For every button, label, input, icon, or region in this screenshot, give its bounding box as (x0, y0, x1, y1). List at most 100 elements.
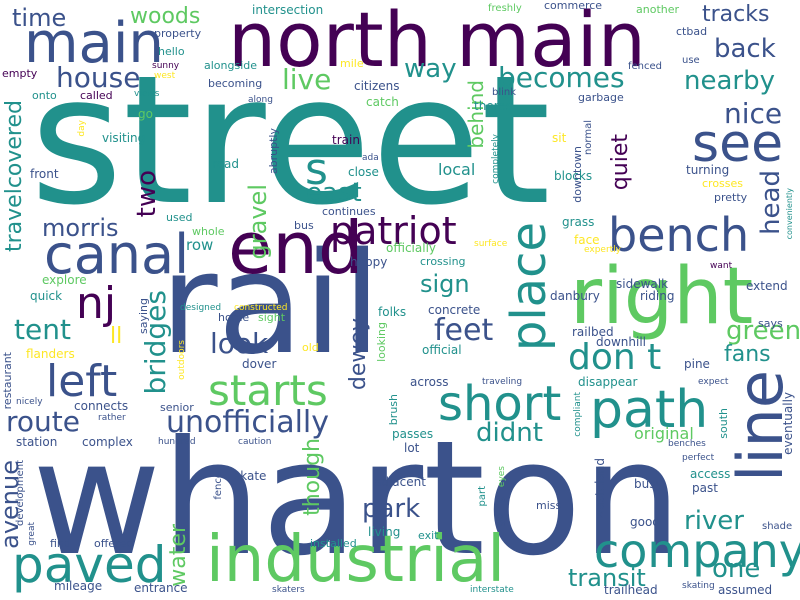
word-station: station (16, 435, 58, 449)
word-rail: rail (160, 223, 382, 386)
word-eyes: eyes (497, 466, 507, 488)
word-theres: theres (474, 99, 512, 113)
word-used: used (166, 211, 193, 224)
word-day: day (77, 120, 87, 137)
word-entrance: entrance (134, 581, 188, 595)
word-adjacent: adjacent (374, 475, 426, 489)
word-west: west (154, 71, 176, 81)
word-views: views (134, 89, 160, 99)
word-starts: starts (208, 366, 328, 415)
word-ll: ll (110, 324, 123, 349)
word-brush: brush (387, 394, 400, 426)
word-along: along (248, 95, 273, 105)
word-wasteland: wasteland (593, 458, 607, 520)
word-though: though (300, 438, 325, 516)
word-sunny: sunny (152, 61, 180, 71)
word-find: find (50, 537, 71, 550)
word-morris: morris (42, 214, 119, 242)
word-onto: onto (32, 89, 57, 102)
word-freshly: freshly (488, 3, 522, 14)
word-good: good (630, 515, 660, 529)
word-don-t: don t (568, 337, 662, 378)
word-street: street (30, 37, 551, 244)
word-empty: empty (2, 67, 38, 80)
word-path: path (590, 380, 709, 440)
word-development: development (15, 460, 26, 526)
word-want: want (710, 261, 733, 271)
word-mile: mile (340, 57, 364, 70)
word-busy: busy (634, 477, 663, 491)
word-nicely: nicely (16, 397, 43, 407)
word-quiet: quiet (608, 134, 633, 191)
word-paved: paved (12, 536, 167, 594)
word-live: live (282, 63, 332, 96)
word-river: river (684, 506, 744, 536)
word-railbed: railbed (572, 325, 614, 339)
word-perfect: perfect (682, 453, 715, 463)
word-eventually: eventually (781, 392, 795, 455)
word-becomes: becomes (498, 61, 625, 94)
word-catch: catch (366, 95, 399, 109)
word-nj: nj (76, 278, 117, 329)
word-blink: blink (492, 87, 517, 98)
word-officially: officially (386, 241, 436, 255)
word-compliant: compliant (573, 392, 583, 437)
word-north-main: north main (228, 0, 646, 84)
word-house: house (56, 61, 141, 94)
word-flanders: flanders (26, 347, 75, 361)
word-skaters: skaters (272, 585, 305, 595)
word-skate: skate (234, 469, 267, 483)
word-close: close (348, 165, 379, 179)
word-saying: saying (137, 298, 150, 334)
word-great: great (27, 522, 37, 546)
word-ctbad: ctbad (676, 25, 708, 38)
word-official: official (422, 343, 462, 357)
word-downhill: downhill (596, 335, 646, 349)
word-local: local (438, 160, 476, 179)
word-travelcovered: travelcovered (2, 100, 27, 252)
word-patriot: patriot (330, 209, 457, 253)
word-going: going (493, 496, 506, 527)
word-interstate: interstate (470, 585, 514, 595)
word-bench: bench (608, 208, 750, 262)
word-main: main (24, 11, 164, 76)
word-quick: quick (30, 289, 63, 303)
word-sight: sight (258, 311, 286, 324)
word-use: use (682, 55, 700, 66)
word-installed: installed (310, 537, 357, 550)
word-past: past (692, 481, 718, 495)
word-visiting: visiting (102, 131, 146, 145)
word-called: called (80, 89, 113, 102)
word-pine: pine (684, 357, 710, 371)
word-grass: grass (562, 215, 595, 229)
word-old: old (302, 341, 319, 354)
word-park: park (362, 494, 421, 524)
word-row: row (186, 236, 214, 254)
word-intersection: intersection (252, 3, 324, 17)
word-unofficially: unofficially (166, 405, 330, 440)
word-didnt: didnt (476, 418, 543, 448)
word-fence: fence (213, 472, 224, 500)
word-part: part (477, 486, 488, 507)
word-train: train (332, 133, 360, 147)
word-alongside: alongside (204, 59, 258, 72)
word-designed: designed (180, 303, 222, 313)
word-explore: explore (42, 273, 87, 287)
word-complex: complex (82, 435, 133, 449)
word-go: go (138, 107, 153, 121)
word-trailhead: trailhead (604, 583, 658, 597)
word-expect: expect (698, 377, 729, 387)
word-property: property (154, 27, 202, 40)
word-head: head (756, 170, 786, 235)
word-completely: completely (491, 134, 501, 184)
word-surface: surface (474, 239, 508, 249)
word-expertly: expertly (584, 245, 622, 255)
word-conveniently: conveniently (785, 188, 794, 240)
word-fans: fans (724, 342, 771, 367)
word-assumed: assumed (718, 583, 773, 597)
word-rather: rather (98, 413, 126, 423)
word-s: s (305, 144, 328, 195)
word-ada: ada (362, 153, 379, 163)
word-water: water (166, 524, 191, 587)
